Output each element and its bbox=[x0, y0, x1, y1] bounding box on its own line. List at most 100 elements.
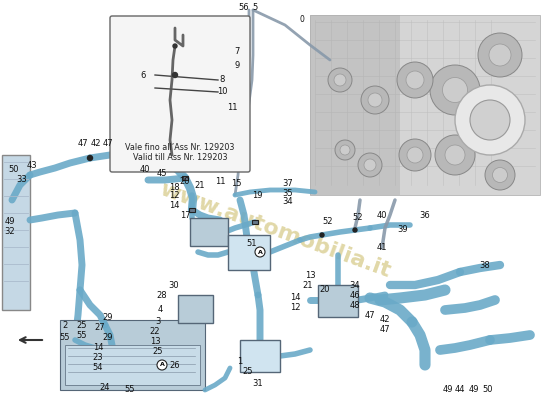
Text: 1: 1 bbox=[238, 358, 243, 366]
Text: 28: 28 bbox=[157, 290, 167, 300]
Text: 41: 41 bbox=[377, 244, 387, 252]
Bar bbox=[182, 176, 188, 180]
Bar bbox=[310, 15, 400, 195]
Text: 37: 37 bbox=[283, 180, 293, 188]
Bar bbox=[240, 340, 280, 372]
Text: 55: 55 bbox=[60, 334, 70, 342]
Circle shape bbox=[173, 72, 178, 78]
Text: 35: 35 bbox=[283, 188, 293, 198]
Text: 4: 4 bbox=[157, 306, 163, 314]
Text: 31: 31 bbox=[252, 378, 263, 388]
Text: 5: 5 bbox=[252, 4, 257, 12]
Text: 33: 33 bbox=[16, 176, 28, 184]
Text: 6: 6 bbox=[140, 70, 146, 80]
Text: 15: 15 bbox=[231, 178, 241, 188]
Text: 49: 49 bbox=[443, 386, 453, 394]
Text: 55: 55 bbox=[77, 330, 87, 340]
Text: 42: 42 bbox=[379, 316, 390, 324]
Text: 27: 27 bbox=[95, 324, 105, 332]
Circle shape bbox=[243, 108, 247, 112]
Bar bbox=[2, 155, 30, 310]
Text: 47: 47 bbox=[379, 326, 390, 334]
Circle shape bbox=[368, 93, 382, 107]
Bar bbox=[65, 345, 200, 385]
Text: www.automobilia.it: www.automobilia.it bbox=[157, 179, 393, 281]
Text: 25: 25 bbox=[153, 348, 163, 356]
Bar bbox=[190, 218, 228, 246]
Circle shape bbox=[361, 86, 389, 114]
Circle shape bbox=[489, 44, 511, 66]
Text: 56: 56 bbox=[239, 4, 249, 12]
Text: 47: 47 bbox=[78, 138, 89, 148]
Text: 43: 43 bbox=[27, 160, 37, 170]
Circle shape bbox=[238, 128, 242, 132]
Text: 20: 20 bbox=[180, 178, 190, 186]
Text: 36: 36 bbox=[420, 210, 430, 220]
Circle shape bbox=[353, 228, 357, 232]
Text: 52: 52 bbox=[323, 218, 333, 226]
Text: 25: 25 bbox=[77, 320, 87, 330]
Text: 32: 32 bbox=[5, 228, 15, 236]
Bar bbox=[60, 320, 205, 390]
Text: 49: 49 bbox=[5, 218, 15, 226]
Circle shape bbox=[492, 168, 508, 182]
Text: 42: 42 bbox=[91, 138, 101, 148]
Circle shape bbox=[407, 147, 423, 163]
Text: 3: 3 bbox=[155, 318, 161, 326]
Circle shape bbox=[87, 156, 92, 160]
Circle shape bbox=[255, 247, 265, 257]
Text: 34: 34 bbox=[350, 280, 360, 290]
Circle shape bbox=[482, 112, 518, 148]
Bar bbox=[310, 15, 540, 195]
Text: 44: 44 bbox=[455, 386, 465, 394]
Circle shape bbox=[445, 145, 465, 165]
Text: 21: 21 bbox=[195, 182, 205, 190]
Text: Valid till Ass Nr. 129203: Valid till Ass Nr. 129203 bbox=[133, 154, 227, 162]
Text: 55: 55 bbox=[125, 386, 135, 394]
Bar bbox=[228, 235, 270, 270]
Text: 48: 48 bbox=[350, 300, 360, 310]
Text: A: A bbox=[257, 250, 262, 254]
Text: 39: 39 bbox=[398, 226, 408, 234]
Text: 10: 10 bbox=[217, 86, 227, 96]
Text: 12: 12 bbox=[290, 304, 300, 312]
Bar bbox=[318, 285, 358, 317]
Text: 11: 11 bbox=[227, 104, 237, 112]
Circle shape bbox=[358, 153, 382, 177]
Circle shape bbox=[443, 78, 467, 102]
Text: 25: 25 bbox=[243, 368, 253, 376]
Circle shape bbox=[435, 135, 475, 175]
Text: A: A bbox=[160, 362, 164, 368]
Circle shape bbox=[173, 44, 177, 48]
Text: 29: 29 bbox=[103, 314, 113, 322]
Text: 18: 18 bbox=[169, 184, 179, 192]
Bar bbox=[189, 208, 195, 212]
Text: 52: 52 bbox=[353, 214, 363, 222]
Circle shape bbox=[364, 159, 376, 171]
Text: 17: 17 bbox=[180, 210, 190, 220]
Circle shape bbox=[340, 145, 350, 155]
Bar bbox=[178, 295, 213, 323]
Text: 7: 7 bbox=[234, 48, 240, 56]
Text: Vale fino all’Ass Nr. 129203: Vale fino all’Ass Nr. 129203 bbox=[125, 142, 235, 152]
Text: 51: 51 bbox=[247, 238, 257, 248]
Text: 13: 13 bbox=[150, 338, 160, 346]
Circle shape bbox=[406, 71, 424, 89]
Text: 50: 50 bbox=[9, 166, 19, 174]
Text: 13: 13 bbox=[305, 270, 315, 280]
Text: 14: 14 bbox=[93, 344, 103, 352]
Text: 23: 23 bbox=[93, 354, 103, 362]
Text: 49: 49 bbox=[469, 386, 479, 394]
Text: 12: 12 bbox=[169, 192, 179, 200]
Text: 19: 19 bbox=[252, 192, 262, 200]
Circle shape bbox=[320, 233, 324, 237]
Text: 14: 14 bbox=[169, 200, 179, 210]
Circle shape bbox=[399, 139, 431, 171]
Circle shape bbox=[430, 65, 480, 115]
Text: 2: 2 bbox=[62, 320, 68, 330]
Circle shape bbox=[334, 74, 346, 86]
Text: 47: 47 bbox=[365, 310, 375, 320]
Text: 38: 38 bbox=[480, 260, 491, 270]
Text: 14: 14 bbox=[290, 294, 300, 302]
Text: 22: 22 bbox=[150, 328, 160, 336]
